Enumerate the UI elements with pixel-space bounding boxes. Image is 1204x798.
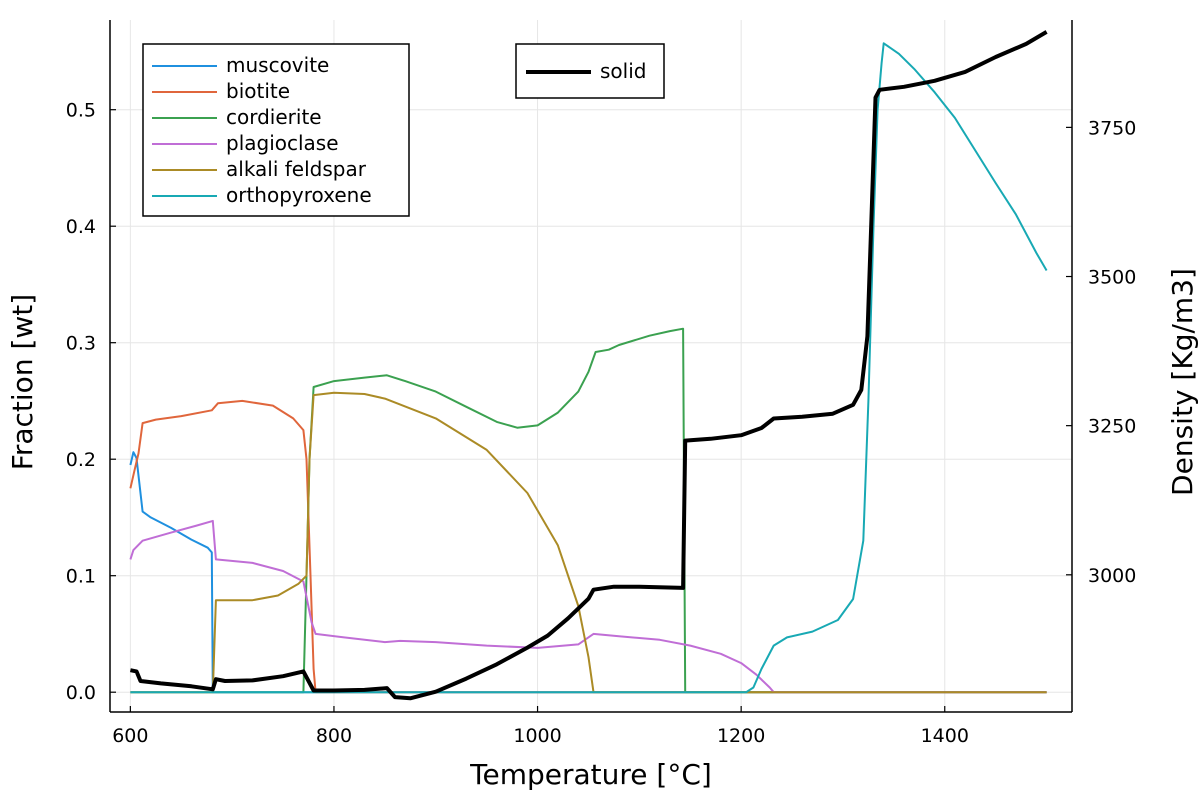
series-line-cordierite <box>130 327 1047 694</box>
series-line-biotite <box>129 399 1047 694</box>
y-tick-label-4: 0.4 <box>66 216 96 238</box>
x-tick-label-2: 1000 <box>513 725 561 747</box>
y2-tick-label-3: 3750 <box>1088 117 1136 139</box>
legend-label-biotite: biotite <box>226 79 290 103</box>
y2-tick-label-2: 3500 <box>1088 267 1136 289</box>
y2-tick-label-0: 3000 <box>1088 565 1136 587</box>
y-tick-label-0: 0.0 <box>66 682 96 704</box>
legend-phases-box <box>142 43 410 217</box>
legend-label-alkali-feldspar: alkali feldspar <box>226 157 367 181</box>
y-tick-label-1: 0.1 <box>66 566 96 588</box>
x-tick-label-1: 800 <box>316 725 352 747</box>
y-axis-label: Fraction [wt] <box>6 294 39 470</box>
y-tick-label-5: 0.5 <box>66 100 96 122</box>
y2-tick-label-1: 3250 <box>1088 416 1136 438</box>
x-tick-label-0: 600 <box>112 725 148 747</box>
series-line-plagioclase <box>129 519 1047 694</box>
tick-labels: 600 800 1000 1200 1400 0.0 0.1 0.2 0.3 0.4 0.5 3000… <box>66 100 1137 747</box>
series-line-orthopyroxene <box>130 42 1048 694</box>
series-layer <box>129 30 1048 701</box>
legend-label-solid: solid <box>600 59 646 83</box>
legend-label-cordierite: cordierite <box>226 105 322 129</box>
axes <box>109 20 1073 713</box>
x-tick-label-4: 1400 <box>921 725 969 747</box>
legend-label-orthopyroxene: orthopyroxene <box>226 183 372 207</box>
legend-solid: solid <box>515 43 665 99</box>
series-line-muscovite <box>129 451 1047 694</box>
series-line-alkali-feldspar <box>130 391 1047 694</box>
y-tick-label-3: 0.3 <box>66 333 96 355</box>
series-line-solid <box>130 30 1048 701</box>
y2-axis-label: Density [Kg/m3] <box>1166 268 1199 496</box>
x-axis-label: Temperature [°C] <box>469 758 712 791</box>
legend-label-plagioclase: plagioclase <box>226 131 339 155</box>
legend-label-muscovite: muscovite <box>226 53 329 77</box>
y-tick-label-2: 0.2 <box>66 449 96 471</box>
x-tick-label-3: 1200 <box>717 725 765 747</box>
grid-lines <box>110 20 1072 712</box>
legend-phases: muscovitebiotitecordieriteplagioclasealk… <box>142 43 410 217</box>
